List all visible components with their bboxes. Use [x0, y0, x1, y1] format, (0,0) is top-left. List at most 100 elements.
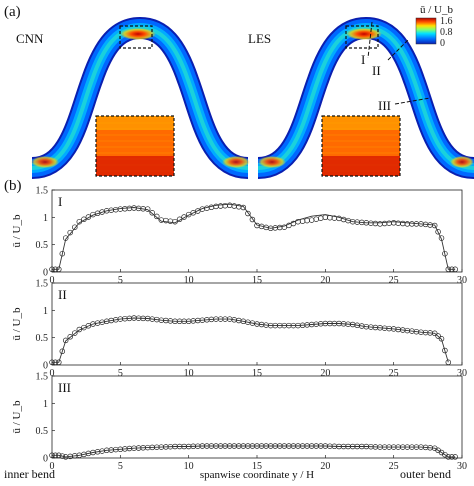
data-point — [217, 203, 224, 209]
y-tick-label: 0.5 — [36, 426, 49, 437]
x-tick-label: 5 — [118, 461, 123, 472]
x-tick-label: 0 — [50, 461, 55, 472]
panel-b-label: (b) — [4, 178, 22, 194]
marker-I: I — [361, 52, 365, 67]
x-tick-label: 5 — [118, 275, 123, 286]
x-tick-label: 25 — [389, 461, 399, 472]
y-axis-label: ū / U_b — [11, 400, 23, 434]
outer-bend-label: outer bend — [400, 467, 451, 481]
y-tick-label: 0 — [43, 361, 48, 372]
colorbar-scale — [415, 17, 437, 45]
data-point — [442, 347, 448, 354]
colorbar-tick-max: 1.6 — [440, 16, 453, 27]
x-tick-label: 30 — [457, 275, 467, 286]
data-point — [308, 217, 315, 223]
data-point — [240, 204, 247, 211]
subplot-label: II — [58, 287, 67, 302]
data-point — [304, 217, 310, 224]
les-label: LES — [248, 31, 271, 46]
data-point — [249, 216, 256, 223]
colorbar-tick-min: 0 — [440, 38, 445, 49]
x-tick-label: 20 — [320, 275, 330, 286]
data-point — [76, 326, 83, 333]
cnn-label: CNN — [16, 31, 44, 46]
data-point — [409, 221, 415, 227]
x-tick-label: 0 — [50, 368, 55, 379]
data-point — [149, 210, 155, 216]
panel-a-label: (a) — [4, 4, 21, 20]
x-axis-label: spanwise coordinate y / H — [200, 469, 314, 481]
data-point — [185, 211, 192, 218]
data-point — [85, 323, 92, 329]
y-tick-label: 1 — [43, 399, 48, 410]
x-tick-label: 15 — [252, 368, 262, 379]
subplot-label: III — [58, 380, 71, 395]
colorbar: ū / U_b 1.6 0.8 0 — [415, 4, 454, 49]
x-tick-label: 15 — [252, 461, 262, 472]
data-point — [318, 215, 324, 221]
x-tick-label: 20 — [320, 461, 330, 472]
data-point — [81, 324, 87, 331]
data-point — [438, 336, 445, 342]
y-tick-label: 0.5 — [36, 240, 49, 251]
series-line — [52, 203, 456, 270]
marker-III: III — [378, 98, 391, 113]
data-point — [59, 348, 66, 355]
data-point — [62, 337, 69, 344]
data-point — [313, 216, 319, 222]
data-point — [226, 202, 233, 209]
y-tick-label: 1.5 — [36, 372, 49, 383]
subplot-I: 0 0.5 1 1.50 5 10 15 20 25 30 Iū / U_b — [11, 186, 467, 287]
y-tick-label: 1 — [43, 306, 48, 317]
x-tick-label: 10 — [184, 461, 194, 472]
x-tick-label: 15 — [252, 275, 262, 286]
les-flow-field — [256, 16, 474, 179]
data-point — [322, 214, 329, 221]
data-point — [85, 214, 92, 220]
data-point — [372, 220, 379, 227]
x-tick-label: 10 — [184, 275, 194, 286]
colorbar-tick-mid: 0.8 — [440, 27, 453, 38]
panel-a: (a) CNN — [4, 4, 474, 179]
data-point — [59, 453, 66, 459]
data-point — [281, 224, 288, 230]
data-point — [72, 330, 78, 336]
y-tick-label: 0 — [43, 268, 48, 279]
inner-bend-label: inner bend — [4, 467, 55, 481]
x-tick-label: 30 — [457, 368, 467, 379]
data-point — [181, 214, 187, 220]
data-point — [59, 250, 66, 257]
x-tick-label: 30 — [457, 461, 467, 472]
section-line-2 — [387, 39, 409, 61]
data-point — [400, 220, 406, 227]
y-tick-label: 1.5 — [36, 279, 49, 290]
subplot-label: I — [58, 194, 62, 209]
data-point — [390, 220, 397, 226]
data-point — [435, 333, 441, 339]
y-tick-label: 1 — [43, 213, 48, 224]
x-tick-label: 0 — [50, 275, 55, 286]
y-axis-label: ū / U_b — [11, 307, 23, 341]
subplot-III: 0 0.5 1 1.5 0 5 10 15 20 25 30 III ū / U_b spanwise c… — [11, 372, 467, 482]
x-tick-label: 25 — [389, 275, 399, 286]
x-tick-label: 25 — [389, 368, 399, 379]
y-tick-label: 0.5 — [36, 333, 49, 344]
colorbar-title: ū / U_b — [420, 4, 454, 16]
plot-frame — [51, 189, 463, 273]
data-point — [435, 229, 441, 235]
data-point — [72, 224, 78, 230]
y-axis-label: ū / U_b — [11, 214, 23, 248]
x-tick-label: 5 — [118, 368, 123, 379]
section-line-1 — [367, 21, 373, 59]
data-point — [190, 210, 196, 216]
cnn-flow-field — [30, 16, 250, 179]
x-tick-label: 20 — [320, 368, 330, 379]
data-point — [67, 334, 73, 340]
data-point — [431, 222, 438, 229]
data-point — [67, 229, 73, 236]
series-line — [52, 445, 456, 458]
data-point — [195, 208, 201, 214]
